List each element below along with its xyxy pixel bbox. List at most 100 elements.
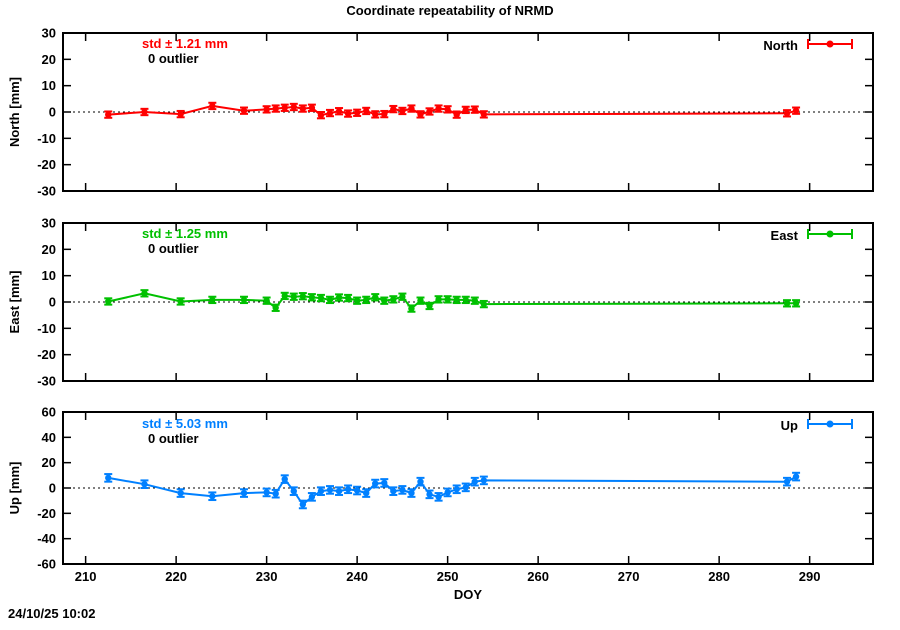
- data-point-north: [372, 111, 379, 118]
- data-point-east: [435, 296, 442, 303]
- data-point-up: [290, 487, 297, 495]
- data-point-up: [399, 486, 406, 494]
- y-axis-label-up: Up [mm]: [7, 461, 22, 515]
- data-point-east: [783, 300, 791, 307]
- legend-errorbar-sample-up: [805, 417, 855, 434]
- data-point-east: [381, 297, 388, 304]
- data-point-east: [344, 294, 352, 302]
- data-point-east: [471, 297, 478, 304]
- data-point-east: [353, 297, 361, 304]
- data-point-north: [362, 107, 370, 115]
- data-point-east: [326, 296, 334, 304]
- y-tick-label: 20: [42, 455, 56, 470]
- legend-label-north: North: [763, 38, 798, 53]
- y-tick-label: 20: [42, 242, 56, 257]
- data-point-north: [263, 106, 270, 113]
- data-point-up: [344, 486, 352, 493]
- data-point-up: [335, 487, 343, 495]
- data-point-north: [480, 111, 488, 118]
- data-point-north: [344, 110, 352, 117]
- data-point-up: [381, 479, 388, 487]
- data-point-up: [177, 489, 184, 497]
- y-tick-label: 0: [49, 295, 56, 310]
- data-point-north: [281, 104, 288, 111]
- data-point-up: [462, 484, 469, 491]
- y-tick-label: -20: [37, 157, 56, 172]
- x-tick-label: 280: [708, 569, 730, 584]
- data-point-north: [326, 109, 334, 117]
- legend-sample-svg: [807, 229, 853, 239]
- outlier-annotation-north: 0 outlier: [148, 51, 199, 66]
- data-point-east: [480, 300, 488, 308]
- data-point-north: [471, 106, 478, 113]
- data-point-north: [335, 108, 343, 115]
- data-point-east: [177, 298, 184, 305]
- data-point-north: [417, 111, 424, 118]
- data-point-north: [209, 102, 216, 110]
- y-tick-label: -20: [37, 506, 56, 521]
- data-point-north: [792, 107, 800, 114]
- y-tick-label: -10: [37, 131, 56, 146]
- std-annotation-up: std ± 5.03 mm: [142, 416, 228, 431]
- data-point-east: [299, 293, 307, 300]
- x-tick-label: 240: [346, 569, 368, 584]
- plot-timestamp: 24/10/25 10:02: [8, 606, 96, 621]
- data-point-north: [353, 109, 361, 116]
- data-point-east: [372, 294, 379, 301]
- data-point-east: [462, 296, 469, 304]
- data-point-north: [105, 111, 112, 118]
- data-point-east: [317, 294, 325, 302]
- data-point-north: [240, 107, 248, 114]
- data-point-east: [417, 297, 424, 304]
- data-point-up: [263, 489, 270, 496]
- legend-errorbar-sample-north: [805, 37, 855, 54]
- y-tick-label: 0: [49, 105, 56, 120]
- data-point-east: [335, 294, 343, 301]
- data-point-east: [240, 296, 248, 304]
- legend-label-up: Up: [780, 418, 798, 433]
- data-point-up: [372, 480, 379, 487]
- x-axis-label: DOY: [453, 587, 483, 602]
- x-tick-label: 290: [799, 569, 821, 584]
- data-point-up: [317, 487, 325, 495]
- data-point-north: [783, 110, 791, 117]
- y-tick-label: -30: [37, 374, 56, 389]
- y-tick-label: -40: [37, 531, 56, 546]
- data-point-north: [381, 110, 388, 118]
- std-annotation-north: std ± 1.21 mm: [142, 36, 228, 51]
- y-tick-label: 30: [42, 216, 56, 231]
- data-point-north: [299, 105, 307, 112]
- y-tick-label: -20: [37, 347, 56, 362]
- y-tick-label: 0: [49, 481, 56, 496]
- data-point-up: [308, 493, 316, 501]
- data-point-up: [453, 486, 460, 493]
- data-point-north: [426, 108, 433, 115]
- data-point-east: [399, 293, 406, 300]
- chart-title: Coordinate repeatability of NRMD: [346, 3, 554, 18]
- y-tick-label: -30: [37, 184, 56, 199]
- data-point-up: [783, 478, 791, 485]
- y-tick-label: 30: [42, 26, 56, 41]
- x-tick-label: 220: [165, 569, 187, 584]
- y-tick-label: -60: [37, 557, 56, 572]
- data-point-up: [299, 501, 307, 508]
- data-point-up: [792, 473, 800, 480]
- data-point-up: [353, 487, 361, 494]
- legend-sample-svg: [807, 39, 853, 49]
- data-point-up: [281, 475, 288, 483]
- legend-errorbar-sample-east: [805, 227, 855, 244]
- data-point-up: [435, 493, 442, 501]
- data-point-up: [141, 481, 148, 488]
- data-point-north: [317, 111, 325, 119]
- legend-north: North: [763, 37, 855, 54]
- data-point-north: [390, 105, 397, 113]
- data-point-east: [444, 296, 451, 303]
- y-tick-label: 40: [42, 430, 56, 445]
- data-point-east: [426, 302, 433, 310]
- x-tick-label: 260: [527, 569, 549, 584]
- data-point-north: [408, 105, 415, 112]
- data-point-up: [408, 489, 415, 497]
- x-tick-label: 250: [437, 569, 459, 584]
